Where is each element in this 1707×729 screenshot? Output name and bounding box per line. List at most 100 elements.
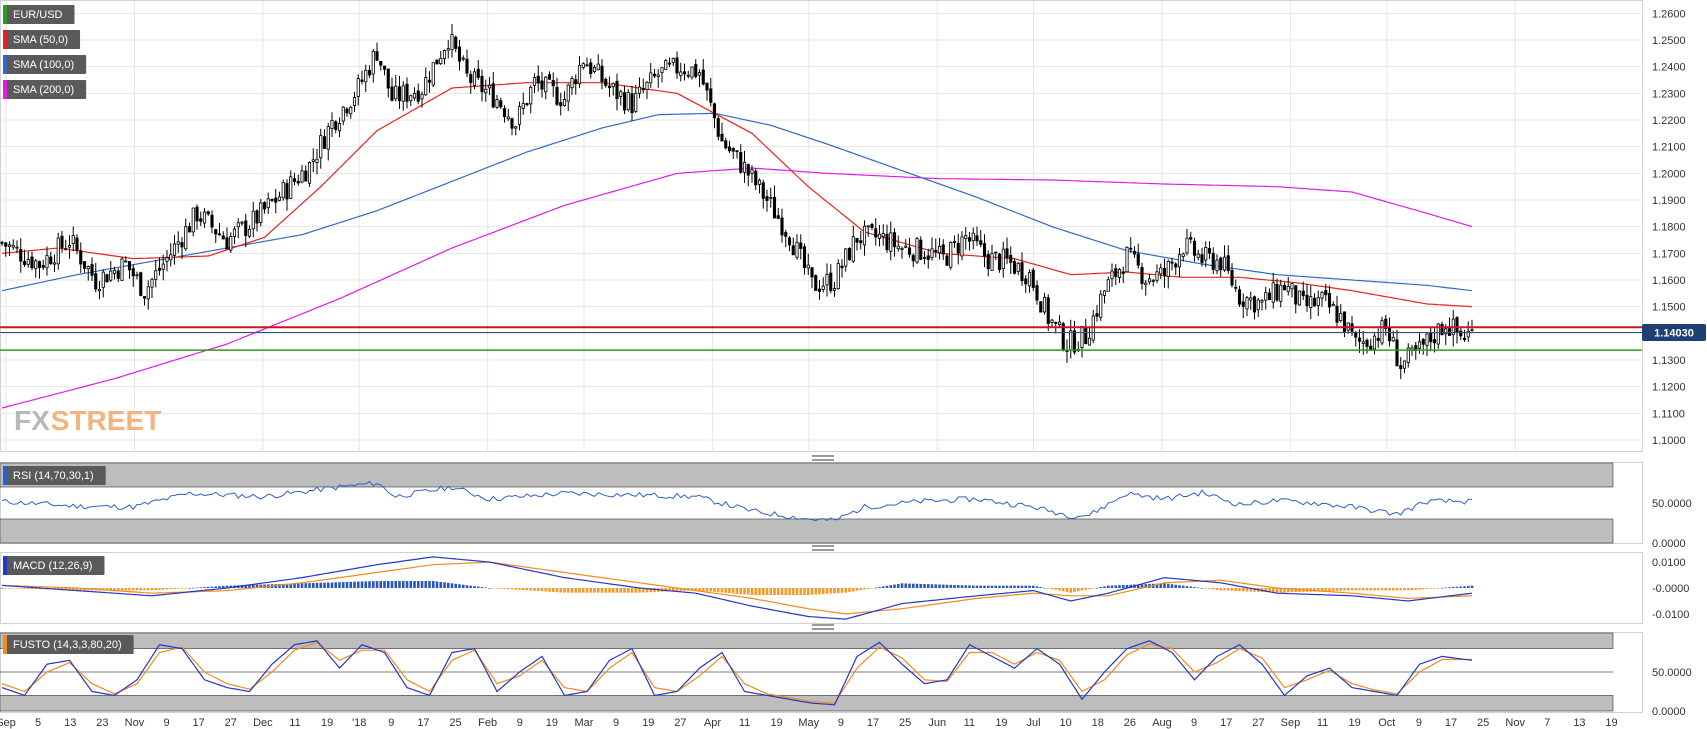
- candle[interactable]: [416, 83, 420, 105]
- candle[interactable]: [49, 251, 53, 265]
- candle[interactable]: [1125, 246, 1129, 273]
- candle[interactable]: [442, 49, 447, 65]
- candle[interactable]: [1241, 293, 1245, 319]
- candle[interactable]: [304, 165, 308, 182]
- candle[interactable]: [195, 204, 199, 230]
- macd-panel[interactable]: 0.0100 -0.0000 -0.0100 MACD (12,26,9): [0, 552, 1690, 624]
- candle[interactable]: [1219, 256, 1223, 277]
- candle[interactable]: [881, 224, 885, 246]
- candle[interactable]: [1372, 332, 1377, 355]
- candle[interactable]: [251, 201, 255, 238]
- candle[interactable]: [480, 69, 484, 102]
- candle[interactable]: [836, 259, 840, 290]
- candle[interactable]: [296, 174, 300, 186]
- candle[interactable]: [577, 56, 582, 88]
- candle[interactable]: [1237, 285, 1242, 307]
- candle[interactable]: [930, 237, 934, 261]
- panel-resize-handle[interactable]: [812, 624, 834, 630]
- candle[interactable]: [945, 253, 949, 266]
- candle[interactable]: [334, 120, 338, 134]
- candle[interactable]: [656, 69, 660, 88]
- candle[interactable]: [832, 282, 837, 297]
- candle[interactable]: [915, 237, 919, 264]
- candle[interactable]: [769, 187, 773, 208]
- candle[interactable]: [1406, 343, 1410, 368]
- candle[interactable]: [30, 251, 34, 271]
- candle[interactable]: [1451, 310, 1455, 347]
- candle[interactable]: [401, 81, 405, 111]
- candle[interactable]: [1031, 267, 1035, 291]
- candle[interactable]: [1312, 293, 1317, 307]
- candle[interactable]: [799, 234, 803, 260]
- candle[interactable]: [754, 168, 758, 191]
- candle[interactable]: [555, 77, 559, 106]
- candle[interactable]: [352, 91, 357, 112]
- candle[interactable]: [1102, 290, 1107, 304]
- candle[interactable]: [1151, 278, 1155, 287]
- candle[interactable]: [847, 247, 852, 261]
- candle[interactable]: [1354, 331, 1358, 347]
- candle[interactable]: [649, 62, 653, 88]
- candle[interactable]: [431, 62, 435, 88]
- candle[interactable]: [757, 178, 762, 194]
- candle[interactable]: [1331, 301, 1335, 307]
- candle[interactable]: [176, 231, 180, 253]
- candle[interactable]: [259, 198, 263, 227]
- candle[interactable]: [169, 243, 173, 267]
- candle[interactable]: [544, 76, 548, 100]
- candle[interactable]: [1245, 295, 1249, 317]
- candle[interactable]: [791, 237, 795, 256]
- candle[interactable]: [75, 234, 79, 255]
- candle[interactable]: [1159, 263, 1163, 280]
- candle[interactable]: [1327, 285, 1332, 314]
- candle[interactable]: [165, 249, 169, 272]
- candle[interactable]: [540, 72, 544, 98]
- candle[interactable]: [67, 235, 72, 259]
- candle[interactable]: [375, 42, 379, 61]
- candle[interactable]: [1440, 321, 1444, 336]
- candle[interactable]: [1309, 285, 1313, 320]
- candle[interactable]: [86, 265, 90, 281]
- candle[interactable]: [285, 179, 289, 211]
- candle[interactable]: [131, 264, 135, 287]
- candle[interactable]: [772, 185, 777, 219]
- candle[interactable]: [405, 77, 409, 109]
- candle[interactable]: [604, 77, 608, 88]
- candle[interactable]: [262, 201, 267, 214]
- candle[interactable]: [71, 226, 75, 252]
- candle[interactable]: [1222, 245, 1227, 272]
- candle[interactable]: [960, 231, 964, 261]
- candle[interactable]: [622, 85, 627, 115]
- candle[interactable]: [210, 210, 214, 234]
- candle[interactable]: [1459, 327, 1463, 340]
- candle[interactable]: [7, 241, 12, 257]
- candle[interactable]: [300, 164, 304, 184]
- candle[interactable]: [566, 83, 570, 111]
- candle[interactable]: [532, 73, 537, 94]
- candle[interactable]: [716, 116, 720, 141]
- candle[interactable]: [829, 264, 833, 294]
- candle[interactable]: [919, 236, 923, 261]
- candle[interactable]: [1425, 332, 1429, 356]
- candle[interactable]: [1117, 268, 1122, 283]
- candle[interactable]: [851, 225, 855, 264]
- candle[interactable]: [1110, 263, 1114, 287]
- candle[interactable]: [1020, 252, 1024, 286]
- candle[interactable]: [742, 150, 747, 183]
- candle[interactable]: [266, 192, 270, 215]
- candle[interactable]: [705, 82, 709, 101]
- candle[interactable]: [615, 73, 619, 111]
- candle[interactable]: [1185, 228, 1189, 256]
- candle[interactable]: [79, 242, 83, 273]
- candle[interactable]: [780, 208, 784, 243]
- candle[interactable]: [574, 74, 578, 95]
- candle[interactable]: [765, 189, 769, 212]
- candle[interactable]: [600, 59, 604, 90]
- candle[interactable]: [1380, 316, 1384, 346]
- candle[interactable]: [907, 237, 912, 258]
- candle[interactable]: [386, 68, 390, 98]
- candle[interactable]: [397, 75, 402, 110]
- candle[interactable]: [34, 258, 38, 278]
- candle[interactable]: [926, 248, 930, 269]
